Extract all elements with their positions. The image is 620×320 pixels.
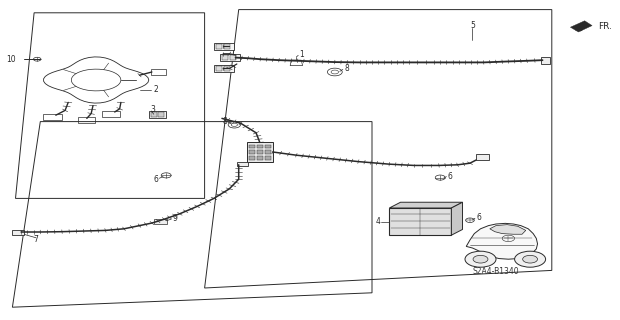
Bar: [237, 162, 248, 166]
Text: 6: 6: [448, 172, 453, 180]
Polygon shape: [570, 21, 592, 32]
Bar: [151, 112, 157, 117]
Bar: [265, 150, 271, 154]
Circle shape: [515, 251, 546, 267]
Text: S2A4-B1340: S2A4-B1340: [472, 268, 520, 276]
Bar: [102, 111, 120, 117]
Bar: [12, 230, 24, 235]
Text: 4: 4: [375, 217, 380, 226]
Polygon shape: [490, 225, 526, 234]
Bar: [257, 145, 263, 148]
Bar: [216, 66, 222, 71]
Bar: [158, 112, 164, 117]
Bar: [222, 55, 228, 60]
Bar: [265, 156, 271, 160]
Bar: [541, 57, 550, 64]
Bar: [214, 43, 234, 50]
Text: 2: 2: [154, 85, 159, 94]
Polygon shape: [451, 202, 463, 235]
Bar: [43, 114, 62, 120]
Bar: [149, 111, 166, 118]
Bar: [224, 44, 230, 49]
Text: 8: 8: [222, 117, 227, 126]
Bar: [154, 219, 167, 224]
Bar: [389, 208, 451, 235]
Text: 7: 7: [33, 235, 38, 244]
Bar: [230, 55, 236, 60]
Text: 6: 6: [476, 213, 481, 222]
Text: 10: 10: [6, 55, 16, 64]
Text: 1: 1: [299, 50, 304, 59]
Bar: [247, 142, 273, 162]
Bar: [220, 54, 240, 61]
Bar: [151, 69, 166, 75]
Text: 3: 3: [150, 105, 155, 114]
Bar: [214, 65, 234, 72]
Bar: [476, 154, 489, 160]
Polygon shape: [389, 202, 463, 208]
Text: 5: 5: [470, 21, 475, 30]
Circle shape: [473, 255, 488, 263]
Bar: [257, 150, 263, 154]
Bar: [257, 156, 263, 160]
Bar: [265, 145, 271, 148]
Text: 8: 8: [344, 64, 349, 73]
Bar: [78, 117, 95, 123]
Bar: [224, 66, 230, 71]
Bar: [249, 150, 255, 154]
Text: 6: 6: [153, 175, 158, 184]
Text: 9: 9: [172, 214, 177, 223]
Polygon shape: [466, 223, 538, 259]
Bar: [249, 145, 255, 148]
Bar: [216, 44, 222, 49]
Bar: [249, 156, 255, 160]
Text: FR.: FR.: [598, 22, 612, 31]
Circle shape: [523, 255, 538, 263]
Circle shape: [465, 251, 496, 267]
